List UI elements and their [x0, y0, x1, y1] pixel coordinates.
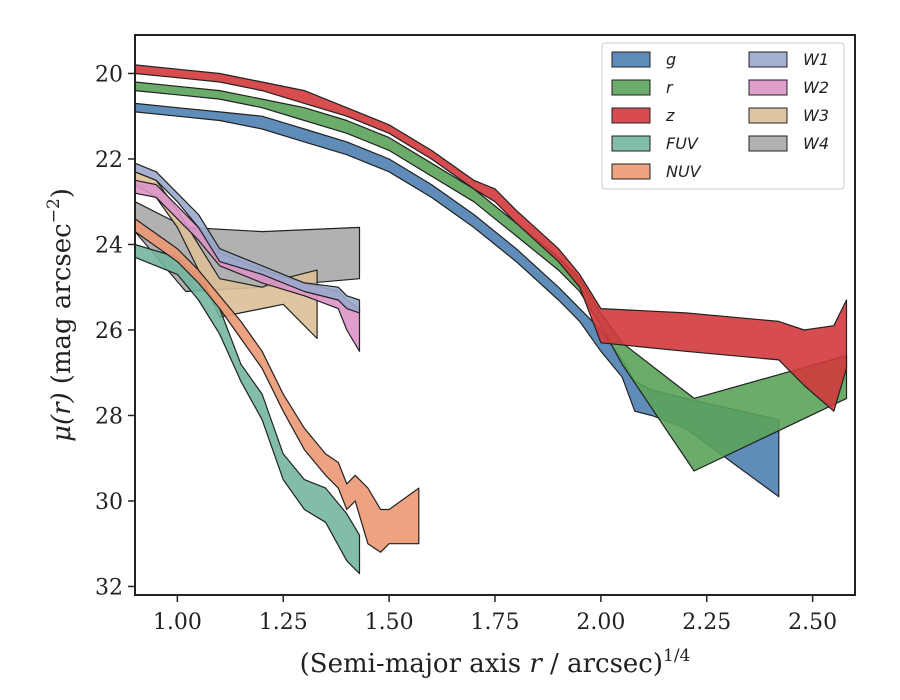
- legend-swatch-w4: [748, 135, 788, 152]
- x-axis-label-tail: / arcsec): [542, 649, 663, 679]
- legend-label-nuv: NUV: [666, 162, 702, 181]
- x-tick-label: 1.25: [259, 610, 308, 635]
- x-axis-label-exponent: 1/4: [663, 646, 690, 666]
- legend-label-z: z: [665, 106, 675, 125]
- y-tick-label: 24: [95, 233, 123, 258]
- y-tick-label: 22: [95, 148, 123, 173]
- legend-label-w2: W2: [803, 78, 829, 97]
- band-z: [134, 64, 848, 412]
- legend-label-r: r: [666, 78, 674, 97]
- y-axis-label-exponent: −2: [44, 198, 64, 223]
- band-nuv: [134, 218, 420, 553]
- legend-swatch-w2: [748, 79, 788, 96]
- x-axis-label: (Semi-major axis r / arcsec)1/4: [300, 646, 691, 679]
- x-axis-label-variable: r: [529, 649, 543, 679]
- x-tick-label: 1.00: [153, 610, 202, 635]
- x-tick-label: 1.75: [471, 610, 520, 635]
- legend-swatch-g: [611, 51, 651, 68]
- band-w1: [134, 162, 361, 314]
- legend-label-w4: W4: [803, 134, 829, 153]
- profile-bands: [134, 64, 848, 575]
- legend-label-fuv: FUV: [666, 134, 699, 153]
- legend-label-w3: W3: [803, 106, 829, 125]
- legend-label-w1: W1: [803, 50, 829, 69]
- y-tick-label: 20: [95, 62, 123, 87]
- y-tick-label: 26: [95, 319, 123, 344]
- x-axis-label-main: (Semi-major axis: [300, 649, 530, 679]
- legend-swatch-fuv: [611, 135, 651, 152]
- x-tick-label: 2.25: [682, 610, 731, 635]
- y-axis-label: μ(r) (mag arcsec−2): [44, 188, 77, 442]
- y-axis-label-variable: μ(r): [47, 392, 77, 442]
- legend-swatch-w3: [748, 107, 788, 124]
- band-fuv: [134, 243, 361, 575]
- x-tick-label: 2.50: [788, 610, 837, 635]
- legend-swatch-w1: [748, 51, 788, 68]
- legend-label-g: g: [666, 50, 676, 69]
- y-tick-label: 32: [95, 575, 123, 600]
- y-tick-label: 30: [95, 490, 123, 515]
- band-r: [134, 81, 848, 472]
- legend-swatch-z: [611, 107, 651, 124]
- y-tick-label: 28: [95, 404, 123, 429]
- x-tick-label: 2.00: [576, 610, 625, 635]
- legend: grz FUV NUV W1 W2 W3 W4: [601, 42, 845, 190]
- legend-swatch-nuv: [611, 163, 651, 180]
- x-axis-ticks: 1.00 1.25 1.50 1.75 2.00 2.25 2.50: [153, 595, 837, 635]
- x-tick-label: 1.50: [365, 610, 414, 635]
- legend-swatch-r: [611, 79, 651, 96]
- y-axis-label-tail: ): [47, 188, 77, 198]
- band-g: [134, 102, 780, 498]
- legend-items: grz FUV NUV W1 W2 W3 W4: [611, 50, 829, 181]
- y-axis-label-main: (mag arcsec: [47, 223, 77, 384]
- y-axis-ticks: 20 22 24 26 28 30 32: [95, 62, 135, 600]
